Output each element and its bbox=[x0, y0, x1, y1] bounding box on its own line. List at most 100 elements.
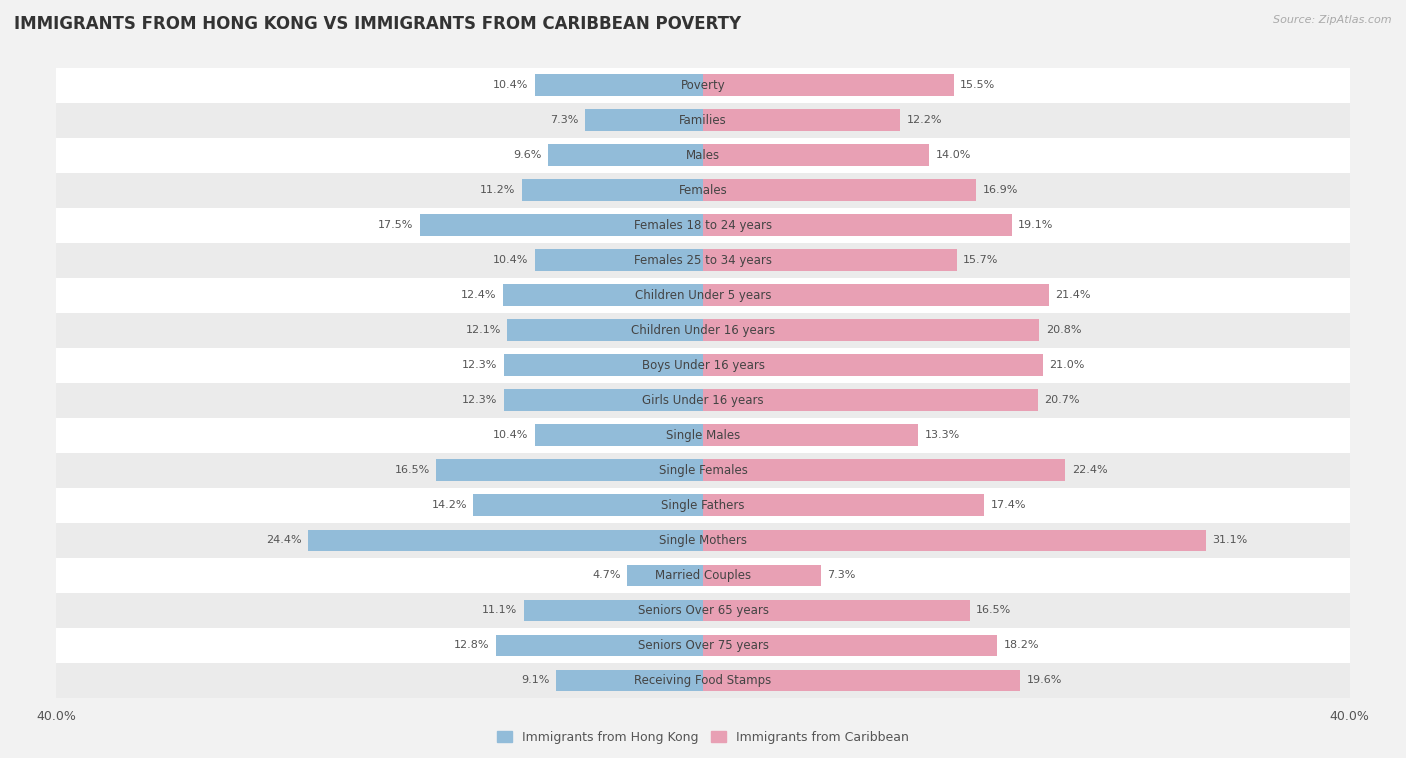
Bar bbox=[703, 284, 1049, 306]
Bar bbox=[627, 565, 703, 586]
Bar bbox=[522, 180, 703, 201]
Bar bbox=[420, 215, 703, 236]
Text: 18.2%: 18.2% bbox=[1004, 641, 1039, 650]
Bar bbox=[505, 355, 703, 376]
Text: Boys Under 16 years: Boys Under 16 years bbox=[641, 359, 765, 371]
Bar bbox=[56, 418, 1350, 453]
Bar bbox=[56, 348, 1350, 383]
Bar bbox=[703, 390, 1038, 411]
Text: 16.5%: 16.5% bbox=[976, 606, 1011, 615]
Bar bbox=[56, 277, 1350, 313]
Bar bbox=[56, 208, 1350, 243]
Text: 19.6%: 19.6% bbox=[1026, 675, 1062, 685]
Text: 14.2%: 14.2% bbox=[432, 500, 467, 510]
Bar bbox=[703, 319, 1039, 341]
Text: 22.4%: 22.4% bbox=[1071, 465, 1108, 475]
Bar bbox=[56, 523, 1350, 558]
Bar bbox=[703, 144, 929, 166]
Text: 20.8%: 20.8% bbox=[1046, 325, 1081, 335]
Text: 12.2%: 12.2% bbox=[907, 115, 942, 125]
Bar bbox=[585, 109, 703, 131]
Text: Children Under 5 years: Children Under 5 years bbox=[634, 289, 772, 302]
Bar bbox=[534, 249, 703, 271]
Text: 11.2%: 11.2% bbox=[479, 185, 516, 196]
Text: 10.4%: 10.4% bbox=[494, 431, 529, 440]
Text: 10.4%: 10.4% bbox=[494, 80, 529, 90]
Bar bbox=[703, 565, 821, 586]
Bar bbox=[534, 424, 703, 446]
Text: 17.4%: 17.4% bbox=[991, 500, 1026, 510]
Bar bbox=[502, 284, 703, 306]
Text: 11.1%: 11.1% bbox=[482, 606, 517, 615]
Bar bbox=[523, 600, 703, 622]
Text: 12.3%: 12.3% bbox=[463, 360, 498, 370]
Bar bbox=[56, 138, 1350, 173]
Text: 17.5%: 17.5% bbox=[378, 221, 413, 230]
Text: 16.9%: 16.9% bbox=[983, 185, 1018, 196]
Text: 15.7%: 15.7% bbox=[963, 255, 998, 265]
Text: Females 18 to 24 years: Females 18 to 24 years bbox=[634, 219, 772, 232]
Bar bbox=[703, 355, 1043, 376]
Bar bbox=[56, 383, 1350, 418]
Text: Single Fathers: Single Fathers bbox=[661, 499, 745, 512]
Text: Seniors Over 75 years: Seniors Over 75 years bbox=[637, 639, 769, 652]
Bar bbox=[56, 313, 1350, 348]
Text: Single Males: Single Males bbox=[666, 429, 740, 442]
Text: Receiving Food Stamps: Receiving Food Stamps bbox=[634, 674, 772, 687]
Text: Source: ZipAtlas.com: Source: ZipAtlas.com bbox=[1274, 15, 1392, 25]
Text: 10.4%: 10.4% bbox=[494, 255, 529, 265]
Bar bbox=[505, 390, 703, 411]
Bar bbox=[703, 74, 953, 96]
Text: 9.1%: 9.1% bbox=[522, 675, 550, 685]
Text: 7.3%: 7.3% bbox=[550, 115, 578, 125]
Text: 21.0%: 21.0% bbox=[1049, 360, 1084, 370]
Text: Families: Families bbox=[679, 114, 727, 127]
Bar bbox=[703, 215, 1012, 236]
Text: 19.1%: 19.1% bbox=[1018, 221, 1053, 230]
Text: 31.1%: 31.1% bbox=[1212, 535, 1247, 545]
Bar bbox=[56, 102, 1350, 138]
Bar bbox=[703, 249, 957, 271]
Bar bbox=[436, 459, 703, 481]
Text: 21.4%: 21.4% bbox=[1056, 290, 1091, 300]
Text: Single Females: Single Females bbox=[658, 464, 748, 477]
Bar bbox=[555, 669, 703, 691]
Bar bbox=[703, 109, 900, 131]
Bar bbox=[703, 634, 997, 656]
Bar bbox=[496, 634, 703, 656]
Bar bbox=[56, 558, 1350, 593]
Text: Females: Females bbox=[679, 183, 727, 196]
Bar bbox=[703, 494, 984, 516]
Text: 9.6%: 9.6% bbox=[513, 150, 541, 160]
Text: 4.7%: 4.7% bbox=[592, 570, 620, 581]
Bar bbox=[56, 628, 1350, 663]
Bar bbox=[56, 488, 1350, 523]
Bar bbox=[703, 600, 970, 622]
Text: 13.3%: 13.3% bbox=[925, 431, 960, 440]
Text: 16.5%: 16.5% bbox=[395, 465, 430, 475]
Bar bbox=[56, 243, 1350, 277]
Text: Poverty: Poverty bbox=[681, 79, 725, 92]
Bar bbox=[56, 67, 1350, 102]
Text: 15.5%: 15.5% bbox=[960, 80, 995, 90]
Bar bbox=[534, 74, 703, 96]
Text: 24.4%: 24.4% bbox=[266, 535, 302, 545]
Bar bbox=[474, 494, 703, 516]
Text: Seniors Over 65 years: Seniors Over 65 years bbox=[637, 604, 769, 617]
Bar bbox=[56, 663, 1350, 698]
Legend: Immigrants from Hong Kong, Immigrants from Caribbean: Immigrants from Hong Kong, Immigrants fr… bbox=[498, 731, 908, 744]
Text: Females 25 to 34 years: Females 25 to 34 years bbox=[634, 254, 772, 267]
Bar bbox=[703, 180, 976, 201]
Bar bbox=[56, 593, 1350, 628]
Text: Girls Under 16 years: Girls Under 16 years bbox=[643, 394, 763, 407]
Text: 20.7%: 20.7% bbox=[1045, 396, 1080, 406]
Text: 7.3%: 7.3% bbox=[828, 570, 856, 581]
Text: Married Couples: Married Couples bbox=[655, 569, 751, 582]
Text: 12.8%: 12.8% bbox=[454, 641, 489, 650]
Bar bbox=[308, 530, 703, 551]
Bar bbox=[703, 424, 918, 446]
Text: 12.3%: 12.3% bbox=[463, 396, 498, 406]
Bar bbox=[508, 319, 703, 341]
Text: IMMIGRANTS FROM HONG KONG VS IMMIGRANTS FROM CARIBBEAN POVERTY: IMMIGRANTS FROM HONG KONG VS IMMIGRANTS … bbox=[14, 15, 741, 33]
Text: 12.4%: 12.4% bbox=[461, 290, 496, 300]
